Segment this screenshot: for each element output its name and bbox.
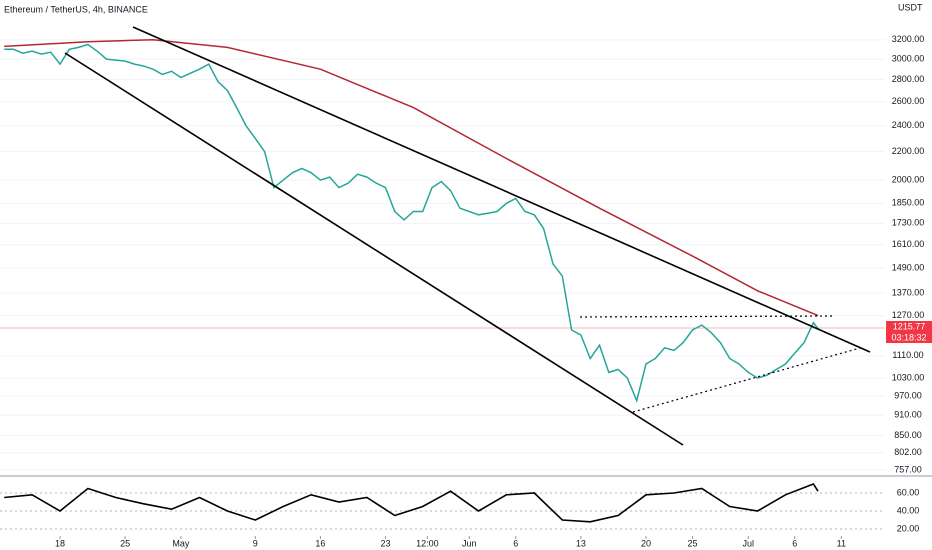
resistance-line <box>579 315 833 318</box>
x-tick-label: 16 <box>315 538 325 548</box>
x-tick-label: 18 <box>55 538 65 548</box>
y-tick-label: 1030.00 <box>892 372 925 382</box>
x-tick-label: 13 <box>576 538 586 548</box>
y-tick-label: 1730.00 <box>892 218 925 228</box>
y-tick-label: 2800.00 <box>892 74 925 84</box>
x-tick-label: Jun <box>462 538 477 548</box>
y-tick-label: 1610.00 <box>892 239 925 249</box>
x-tick-label: 23 <box>381 538 391 548</box>
axis-unit: USDT <box>898 2 923 12</box>
x-tick-label: 12:00 <box>416 538 439 548</box>
last-price-box <box>886 321 932 343</box>
moving-average <box>4 39 819 317</box>
y-tick-label: 2000.00 <box>892 174 925 184</box>
y-tick-label: 970.00 <box>894 390 922 400</box>
x-tick-label: 6 <box>513 538 518 548</box>
y-tick-label: 850.00 <box>894 430 922 440</box>
price-line <box>4 43 819 404</box>
y-tick-label: 802.00 <box>894 447 922 457</box>
chart-title: Ethereum / TetherUS, 4h, BINANCE <box>4 4 148 14</box>
support-line <box>632 347 861 413</box>
x-tick-label: Jul <box>743 538 755 548</box>
x-tick-label: 25 <box>687 538 697 548</box>
y-tick-label: 1370.00 <box>892 287 925 297</box>
y-tick-label: 2600.00 <box>892 96 925 106</box>
y-tick-label: 2400.00 <box>892 120 925 130</box>
countdown: 03:18:32 <box>891 332 926 342</box>
x-tick-label: 25 <box>120 538 130 548</box>
trend-line <box>64 52 684 446</box>
y-tick-label: 1270.00 <box>892 310 925 320</box>
y-tick-label: 60.00 <box>897 487 920 497</box>
y-tick-label: 757.00 <box>894 464 922 474</box>
x-tick-label: 20 <box>641 538 651 548</box>
y-tick-label: 1110.00 <box>892 350 923 360</box>
last-price-label: 1215.77 <box>893 321 926 331</box>
y-tick-label: 1850.00 <box>892 198 925 208</box>
x-tick-label: May <box>172 538 190 548</box>
rsi-line <box>4 483 819 523</box>
x-tick-label: 6 <box>792 538 797 548</box>
y-tick-label: 1490.00 <box>892 262 925 272</box>
y-tick-label: 40.00 <box>897 505 920 515</box>
x-tick-label: 11 <box>837 538 846 548</box>
x-tick-label: 9 <box>253 538 258 548</box>
y-tick-label: 3200.00 <box>892 34 925 44</box>
y-tick-label: 3000.00 <box>892 53 925 63</box>
y-tick-label: 2200.00 <box>892 146 925 156</box>
y-tick-label: 20.00 <box>897 523 920 533</box>
trend-line <box>132 26 871 353</box>
y-tick-label: 910.00 <box>894 409 922 419</box>
